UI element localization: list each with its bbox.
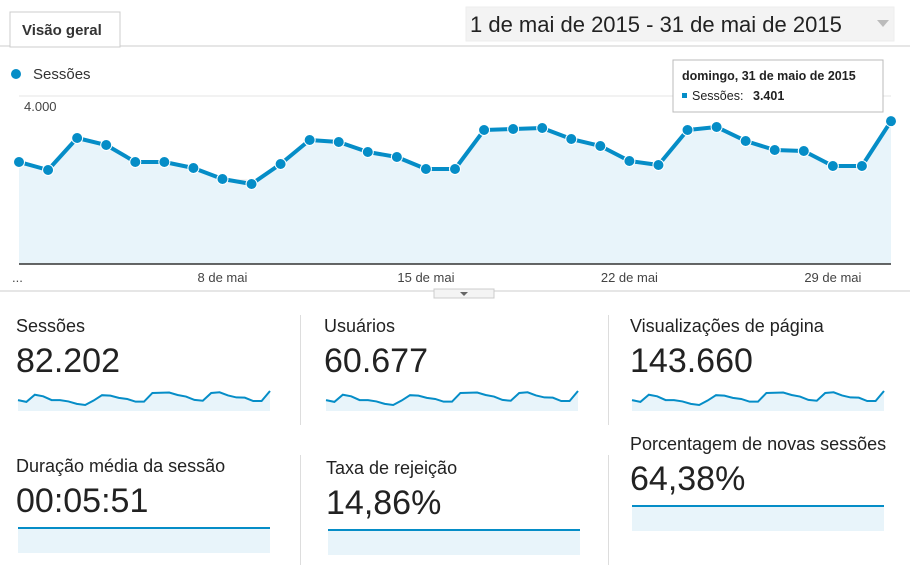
data-point xyxy=(245,177,258,190)
data-point xyxy=(361,145,374,158)
x-tick-label: 8 de mai xyxy=(198,270,248,285)
data-point xyxy=(739,134,752,147)
data-point xyxy=(681,124,694,137)
tab[interactable] xyxy=(9,11,121,48)
tooltip-label: Sessões: xyxy=(692,89,743,103)
data-point xyxy=(652,159,665,172)
data-point xyxy=(768,144,781,157)
metric-tile[interactable]: Sessões 82.202 xyxy=(16,315,276,413)
data-point xyxy=(478,124,491,137)
data-point xyxy=(419,162,432,175)
sparkline xyxy=(17,390,271,411)
metric-name: Visualizações de página xyxy=(630,316,824,336)
legend-dot xyxy=(11,69,21,79)
data-point xyxy=(565,133,578,146)
date-range: 1 de mai de 2015 - 31 de mai de 2015 xyxy=(470,12,842,37)
divider xyxy=(300,315,301,425)
tab-label: Visão geral xyxy=(22,22,102,39)
data-point xyxy=(274,157,287,170)
sparkline-area xyxy=(326,391,578,411)
sparkline-area xyxy=(18,528,270,553)
metric-value: 60.677 xyxy=(324,342,428,380)
area xyxy=(19,121,891,265)
sparkline-area xyxy=(632,506,884,531)
x-tick-label: 29 de mai xyxy=(804,270,861,285)
data-point xyxy=(710,120,723,133)
metric-name: Porcentagem de novas sessões xyxy=(630,434,887,454)
data-point xyxy=(855,160,868,173)
date-picker[interactable] xyxy=(465,6,895,42)
metric-value: 143.660 xyxy=(630,342,753,380)
metric-value: 82.202 xyxy=(16,342,120,380)
chart-area: Visão geral 1 de mai de 2015 - 31 de mai… xyxy=(0,6,910,299)
divider xyxy=(608,315,609,425)
data-point xyxy=(158,155,171,168)
data-point xyxy=(42,164,55,177)
y-tick-label: 4.000 xyxy=(24,99,57,114)
legend-label: Sessões xyxy=(33,66,91,83)
sparkline-area xyxy=(328,530,580,555)
metric-value: 00:05:51 xyxy=(16,482,149,520)
tooltip-swatch xyxy=(682,93,687,98)
data-point xyxy=(332,135,345,148)
divider xyxy=(300,455,301,565)
dropdown-arrow xyxy=(877,20,889,27)
x-tick-label: 22 de mai xyxy=(601,270,658,285)
sparkline-area xyxy=(632,391,884,411)
metric-name: Sessões xyxy=(16,316,86,336)
data-point xyxy=(797,145,810,158)
tooltip-value: 3.401 xyxy=(753,89,784,103)
data-point xyxy=(187,161,200,174)
x-tick-label: 15 de mai xyxy=(397,270,454,285)
metric-value: 14,86% xyxy=(326,484,442,522)
data-point xyxy=(623,155,636,168)
data-point xyxy=(885,115,897,128)
tooltip-title: domingo, 31 de maio de 2015 xyxy=(682,69,856,83)
data-point xyxy=(390,150,403,163)
sparkline-line xyxy=(325,390,579,407)
x-tick-label: ... xyxy=(12,270,23,285)
metric-tile[interactable]: Duração média da sessão 00:05:51 xyxy=(16,455,276,553)
data-point xyxy=(449,162,461,175)
metric-tile[interactable]: Taxa de rejeição 14,86% xyxy=(326,457,586,555)
data-point xyxy=(536,122,549,135)
data-point xyxy=(71,132,84,144)
data-point xyxy=(129,155,142,168)
sparkline xyxy=(18,527,270,553)
data-point xyxy=(13,155,25,168)
divider xyxy=(608,455,609,565)
data-point xyxy=(826,160,839,173)
sparkline-line xyxy=(631,390,885,407)
sparkline-line xyxy=(17,390,271,407)
sparkline-area xyxy=(18,391,270,411)
metric-name: Taxa de rejeição xyxy=(326,458,458,478)
metric-value: 64,38% xyxy=(630,460,746,498)
sparkline xyxy=(325,390,579,411)
data-point xyxy=(100,139,113,152)
sparkline xyxy=(632,505,884,531)
metric-tile[interactable]: Porcentagem de novas sessões 64,38% xyxy=(630,433,890,531)
handle-arrow xyxy=(460,292,468,296)
metric-name: Usuários xyxy=(324,316,396,336)
sparkline xyxy=(631,390,885,411)
sparkline xyxy=(328,529,580,555)
tooltip-box xyxy=(672,59,884,113)
data-point xyxy=(216,172,229,185)
data-point xyxy=(303,134,316,147)
data-point xyxy=(507,123,520,136)
metric-tile[interactable]: Visualizações de página 143.660 xyxy=(630,315,890,413)
data-point xyxy=(594,139,607,152)
metric-tile[interactable]: Usuários 60.677 xyxy=(324,315,584,413)
metric-name: Duração média da sessão xyxy=(16,456,226,476)
